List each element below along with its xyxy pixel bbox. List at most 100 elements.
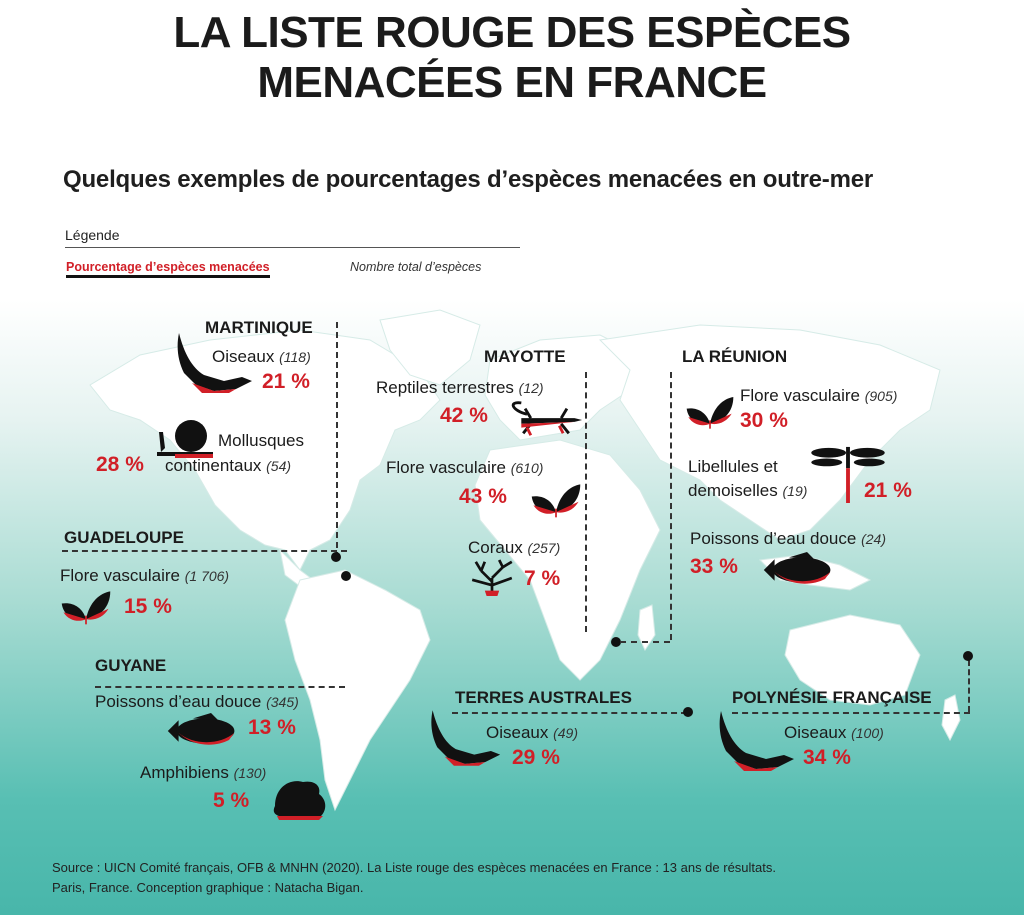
- subtitle: Quelques exemples de pourcentages d’espè…: [63, 166, 874, 193]
- species-name: Flore vasculaire: [386, 458, 506, 477]
- snail-icon: [155, 418, 215, 458]
- guadeloupe-flore-label: Flore vasculaire (1 706): [60, 566, 229, 586]
- madagascar-landmass: [637, 604, 656, 652]
- marker-terres-australes: [683, 707, 693, 717]
- australia-landmass: [784, 614, 921, 706]
- source-line-2: Paris, France. Conception graphique : Na…: [52, 880, 364, 895]
- leaf-icon: [530, 480, 582, 520]
- species-name: Poissons d’eau douce: [95, 692, 262, 711]
- martinique-mollusques-pct: 28 %: [96, 453, 144, 476]
- region-polynesie: POLYNÉSIE FRANÇAISE: [732, 688, 932, 707]
- species-count: (54): [266, 458, 292, 474]
- legend-total-label: Nombre total d’espèces: [350, 260, 482, 274]
- leader-terres-australes: [452, 712, 687, 714]
- species-count: (905): [864, 388, 898, 404]
- terres-australes-oiseaux-pct: 29 %: [512, 746, 560, 769]
- africa-landmass: [474, 439, 661, 681]
- region-martinique: MARTINIQUE: [205, 318, 313, 337]
- guyane-poissons-label: Poissons d’eau douce (345): [95, 692, 299, 712]
- legend-divider: [65, 247, 520, 248]
- species-count: (19): [782, 483, 808, 499]
- terres-australes-oiseaux-label: Oiseaux (49): [486, 723, 578, 743]
- reunion-libellules-pct: 21 %: [864, 479, 912, 502]
- region-terres-australes: TERRES AUSTRALES: [455, 688, 632, 707]
- frog-icon: [268, 776, 330, 820]
- mayotte-coraux-pct: 7 %: [524, 567, 561, 590]
- marker-martinique: [331, 552, 341, 562]
- leader-reunion-h: [620, 641, 670, 643]
- martinique-mollusques-label-2: continentaux (54): [165, 456, 291, 476]
- fish-icon: [166, 713, 238, 749]
- guyane-amphibiens-label: Amphibiens (130): [140, 763, 266, 783]
- species-name: Flore vasculaire: [60, 566, 180, 585]
- species-count: (1 706): [184, 568, 230, 584]
- leader-guyane: [95, 686, 345, 688]
- species-count: (345): [266, 694, 299, 710]
- species-count: (100): [851, 725, 884, 741]
- leader-guadeloupe: [62, 550, 347, 552]
- martinique-oiseaux-label: Oiseaux (118): [212, 347, 311, 367]
- leaf-icon: [685, 392, 735, 432]
- source-note: Source : UICN Comité français, OFB & MNH…: [52, 858, 992, 898]
- greenland-landmass: [379, 309, 481, 386]
- leader-reunion: [670, 372, 672, 640]
- reunion-libellules-label-2: demoiselles (19): [688, 481, 807, 501]
- mayotte-coraux-label: Coraux (257): [468, 538, 560, 558]
- species-count: (24): [861, 531, 886, 547]
- title-line-2: MENACÉES EN FRANCE: [257, 58, 767, 107]
- leader-mayotte: [585, 372, 587, 632]
- leaf-icon: [60, 588, 112, 626]
- guyane-amphibiens-pct: 5 %: [213, 789, 250, 812]
- species-count: (257): [527, 540, 561, 556]
- region-guadeloupe: GUADELOUPE: [64, 528, 184, 547]
- species-name: Reptiles terrestres: [376, 378, 514, 397]
- marker-guadeloupe: [341, 571, 351, 581]
- species-count: (49): [553, 725, 579, 741]
- legend-percentage-label: Pourcentage d’espèces menacées: [66, 260, 270, 278]
- species-name: Poissons d’eau douce: [690, 529, 857, 548]
- species-count: (12): [518, 380, 544, 396]
- species-count: (130): [233, 765, 267, 781]
- reunion-poissons-label: Poissons d’eau douce (24): [690, 529, 886, 549]
- fish-icon: [762, 552, 834, 588]
- title-line-1: LA LISTE ROUGE DES ESPÈCES: [173, 8, 851, 57]
- species-name: Amphibiens: [140, 763, 229, 782]
- region-reunion: LA RÉUNION: [682, 347, 788, 366]
- leader-polynesie: [732, 712, 970, 714]
- asia-landmass: [598, 324, 941, 541]
- species-name: Oiseaux: [212, 347, 275, 366]
- south-america-landmass: [284, 569, 431, 812]
- marker-mayotte: [611, 637, 621, 647]
- mayotte-reptiles-pct: 42 %: [440, 404, 488, 427]
- guyane-poissons-pct: 13 %: [248, 716, 296, 739]
- region-guyane: GUYANE: [95, 656, 167, 675]
- polynesie-oiseaux-pct: 34 %: [803, 746, 851, 769]
- martinique-mollusques-label-1: Mollusques: [218, 431, 304, 450]
- species-count: (610): [510, 460, 544, 476]
- legend-title: Légende: [65, 227, 120, 243]
- north-america-landmass: [89, 329, 441, 571]
- leader-martinique: [336, 322, 338, 558]
- source-line-1: Source : UICN Comité français, OFB & MNH…: [52, 860, 776, 875]
- species-name: Flore vasculaire: [740, 386, 860, 405]
- polynesie-oiseaux-label: Oiseaux (100): [784, 723, 884, 743]
- page-title: LA LISTE ROUGE DES ESPÈCES MENACÉES EN F…: [0, 8, 1024, 108]
- species-name: Oiseaux: [486, 723, 549, 742]
- species-name: Coraux: [468, 538, 523, 557]
- guadeloupe-flore-pct: 15 %: [124, 595, 172, 618]
- reunion-flore-label: Flore vasculaire (905): [740, 386, 897, 406]
- species-name: continentaux: [165, 456, 262, 475]
- reunion-flore-pct: 30 %: [740, 409, 788, 432]
- coral-icon: [465, 558, 519, 598]
- region-mayotte: MAYOTTE: [484, 347, 566, 366]
- species-count: (118): [279, 349, 311, 365]
- mayotte-flore-pct: 43 %: [459, 485, 507, 508]
- martinique-oiseaux-pct: 21 %: [262, 370, 310, 393]
- mayotte-flore-label: Flore vasculaire (610): [386, 458, 543, 478]
- new-zealand-landmass: [941, 694, 961, 742]
- lizard-icon: [508, 400, 584, 440]
- species-name: demoiselles: [688, 481, 778, 500]
- species-name: Oiseaux: [784, 723, 847, 742]
- marker-polynesie: [963, 651, 973, 661]
- mayotte-reptiles-label: Reptiles terrestres (12): [376, 378, 544, 398]
